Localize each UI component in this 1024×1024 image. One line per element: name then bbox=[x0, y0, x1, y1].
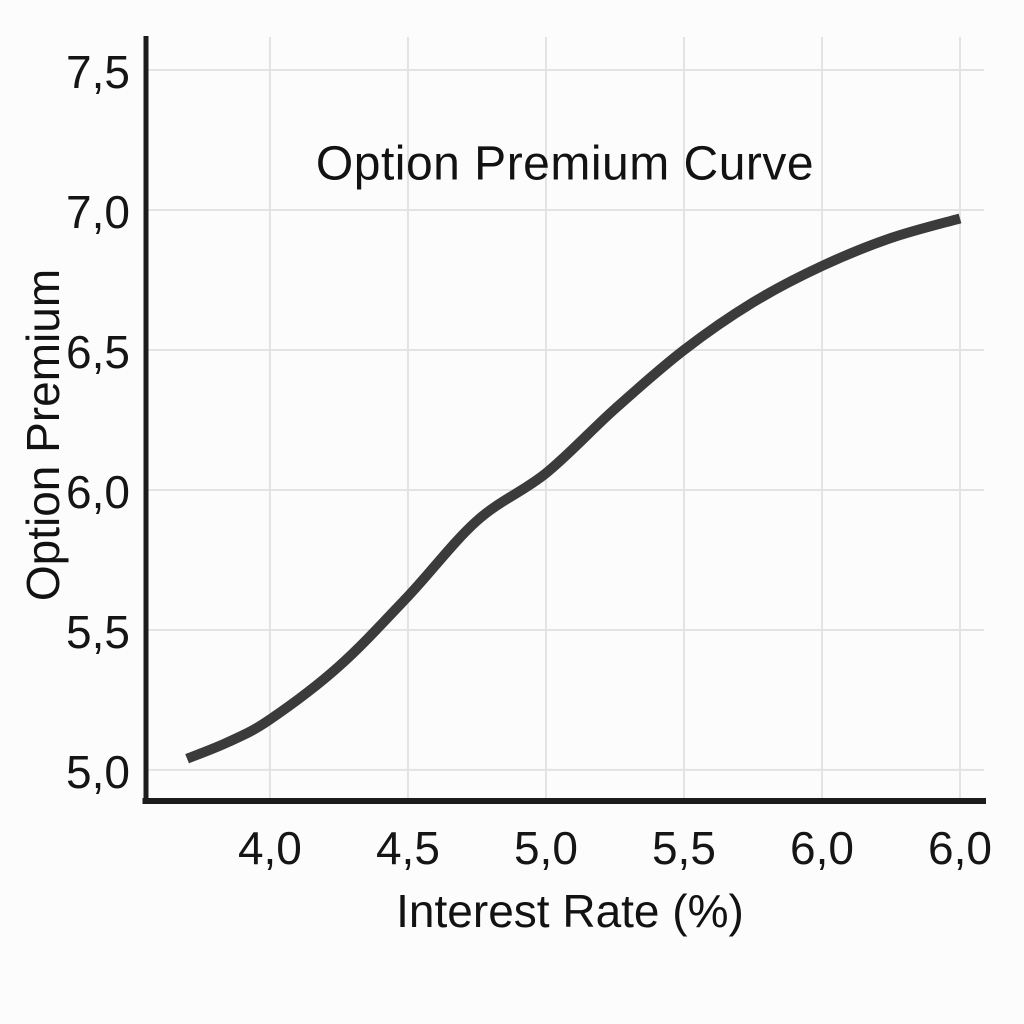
x-tick-label: 4,0 bbox=[237, 822, 302, 874]
y-tick-label: 7,5 bbox=[66, 46, 130, 99]
y-tick-label: 5,0 bbox=[66, 745, 130, 798]
y-tick-label: 6,5 bbox=[66, 325, 130, 378]
x-tick-label: 5,0 bbox=[513, 822, 578, 874]
chart-title: Option Premium Curve bbox=[315, 137, 815, 191]
x-tick-label: 6,0 bbox=[789, 822, 854, 874]
x-tick-label: 4,5 bbox=[375, 822, 440, 874]
y-tick-label: 7,0 bbox=[66, 186, 130, 238]
y-axis-label: Option Premium bbox=[17, 268, 69, 602]
x-tick-label: 6,0 bbox=[928, 822, 992, 874]
premium-curve-line bbox=[185, 213, 962, 764]
y-tick-label: 5,5 bbox=[66, 605, 130, 658]
y-tick-label: 6,0 bbox=[66, 465, 130, 518]
x-tick-label: 5,5 bbox=[651, 822, 716, 874]
x-axis-label: Interest Rate (%) bbox=[396, 885, 744, 937]
